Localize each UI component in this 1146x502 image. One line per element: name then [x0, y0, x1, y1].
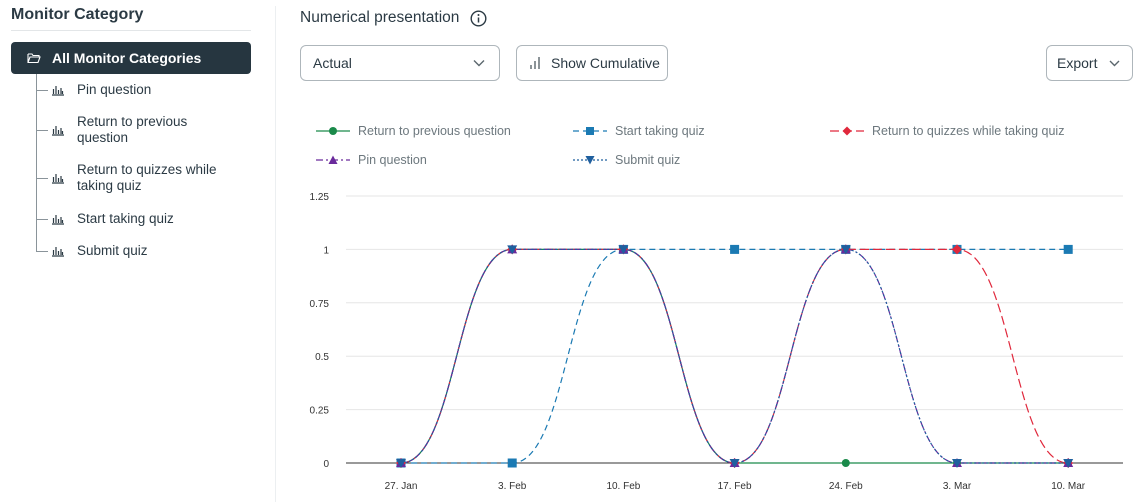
x-tick-label: 24. Feb [829, 481, 863, 492]
export-dropdown-button[interactable]: Export [1046, 45, 1133, 81]
sidebar-item-return-to-previous-question[interactable]: Return to previous question [36, 114, 217, 146]
y-tick-label: 0 [323, 459, 329, 470]
data-point [507, 245, 518, 255]
sidebar-title: Monitor Category [11, 6, 144, 23]
data-point [1063, 459, 1074, 468]
value-mode-select[interactable]: Actual [300, 45, 500, 81]
data-point [952, 244, 962, 255]
chevron-down-icon [1109, 60, 1120, 67]
all-monitor-categories-item[interactable]: All Monitor Categories [11, 42, 251, 74]
sidebar-item-label: Submit quiz [77, 243, 148, 258]
sidebar-item-start-taking-quiz[interactable]: Start taking quiz [36, 211, 247, 227]
show-cumulative-label: Show Cumulative [551, 55, 660, 71]
legend-item-return-to-previous-question[interactable]: Return to previous question [316, 124, 511, 138]
data-point [841, 459, 850, 467]
data-point [396, 459, 406, 468]
data-point [840, 245, 851, 255]
legend-item-pin-question[interactable]: Pin question [316, 153, 427, 167]
sidebar-item-label: Pin question [77, 82, 152, 97]
sidebar-item-label: Return to previous question [77, 114, 188, 145]
bar-chart-icon [52, 126, 64, 136]
page-title: Numerical presentation [300, 9, 460, 26]
all-monitor-categories-label: All Monitor Categories [52, 50, 202, 66]
chevron-down-icon [473, 60, 485, 67]
panel-divider [275, 6, 276, 502]
tree-connector [36, 74, 37, 252]
data-point [1063, 244, 1073, 254]
legend-swatch [573, 156, 607, 165]
sidebar-item-label: Return to quizzes while taking quiz [77, 162, 217, 193]
data-point [952, 459, 962, 468]
y-tick-label: 0.75 [310, 299, 330, 310]
data-point [730, 244, 740, 254]
info-icon[interactable] [470, 10, 487, 27]
folder-open-icon [27, 53, 41, 64]
legend-label: Submit quiz [615, 153, 681, 167]
x-tick-label: 3. Mar [943, 481, 972, 492]
legend-label: Pin question [358, 153, 427, 167]
legend-label: Return to previous question [358, 124, 511, 138]
x-tick-label: 27. Jan [385, 481, 418, 492]
sidebar-item-pin-question[interactable]: Pin question [36, 82, 247, 98]
sidebar-item-return-to-quizzes[interactable]: Return to quizzes while taking quiz [36, 162, 237, 194]
line-chart: 0 0.25 0.5 0.75 1 1.25 27. Jan 3. Feb 10. Feb 17.… [310, 192, 1123, 492]
show-cumulative-button[interactable]: Show Cumulative [516, 45, 668, 81]
value-mode-selected: Actual [313, 55, 352, 71]
bar-chart-icon [52, 247, 64, 257]
legend-item-start-taking-quiz[interactable]: Start taking quiz [573, 124, 705, 138]
x-tick-label: 10. Mar [1051, 481, 1086, 492]
x-tick-label: 10. Feb [606, 481, 640, 492]
y-tick-label: 0.25 [310, 406, 330, 417]
legend-label: Return to quizzes while taking quiz [872, 124, 1065, 138]
legend-item-submit-quiz[interactable]: Submit quiz [573, 153, 680, 167]
legend-item-return-to-quizzes[interactable]: Return to quizzes while taking quiz [830, 124, 1064, 138]
legend-swatch [830, 126, 864, 136]
legend-swatch [573, 127, 607, 135]
monitor-category-sidebar: Monitor Category All Monitor Categories … [0, 0, 262, 502]
sidebar-item-submit-quiz[interactable]: Submit quiz [36, 243, 247, 259]
bar-chart-icon [52, 174, 64, 184]
data-point [618, 245, 629, 255]
x-tick-label: 17. Feb [718, 481, 752, 492]
y-tick-label: 1 [323, 245, 329, 256]
x-tick-label: 3. Feb [498, 481, 527, 492]
data-point [729, 459, 740, 468]
bar-chart-icon [52, 86, 64, 96]
y-tick-label: 0.5 [315, 352, 329, 363]
export-label: Export [1057, 55, 1098, 71]
y-tick-label: 1.25 [310, 192, 330, 203]
sidebar-divider [11, 30, 251, 31]
legend-swatch [316, 127, 350, 135]
legend-label: Start taking quiz [615, 124, 705, 138]
sidebar-item-label: Start taking quiz [77, 211, 174, 226]
bar-chart-icon [530, 57, 540, 69]
bar-chart-icon [52, 215, 64, 225]
data-point [507, 458, 517, 468]
legend-swatch [316, 155, 350, 164]
